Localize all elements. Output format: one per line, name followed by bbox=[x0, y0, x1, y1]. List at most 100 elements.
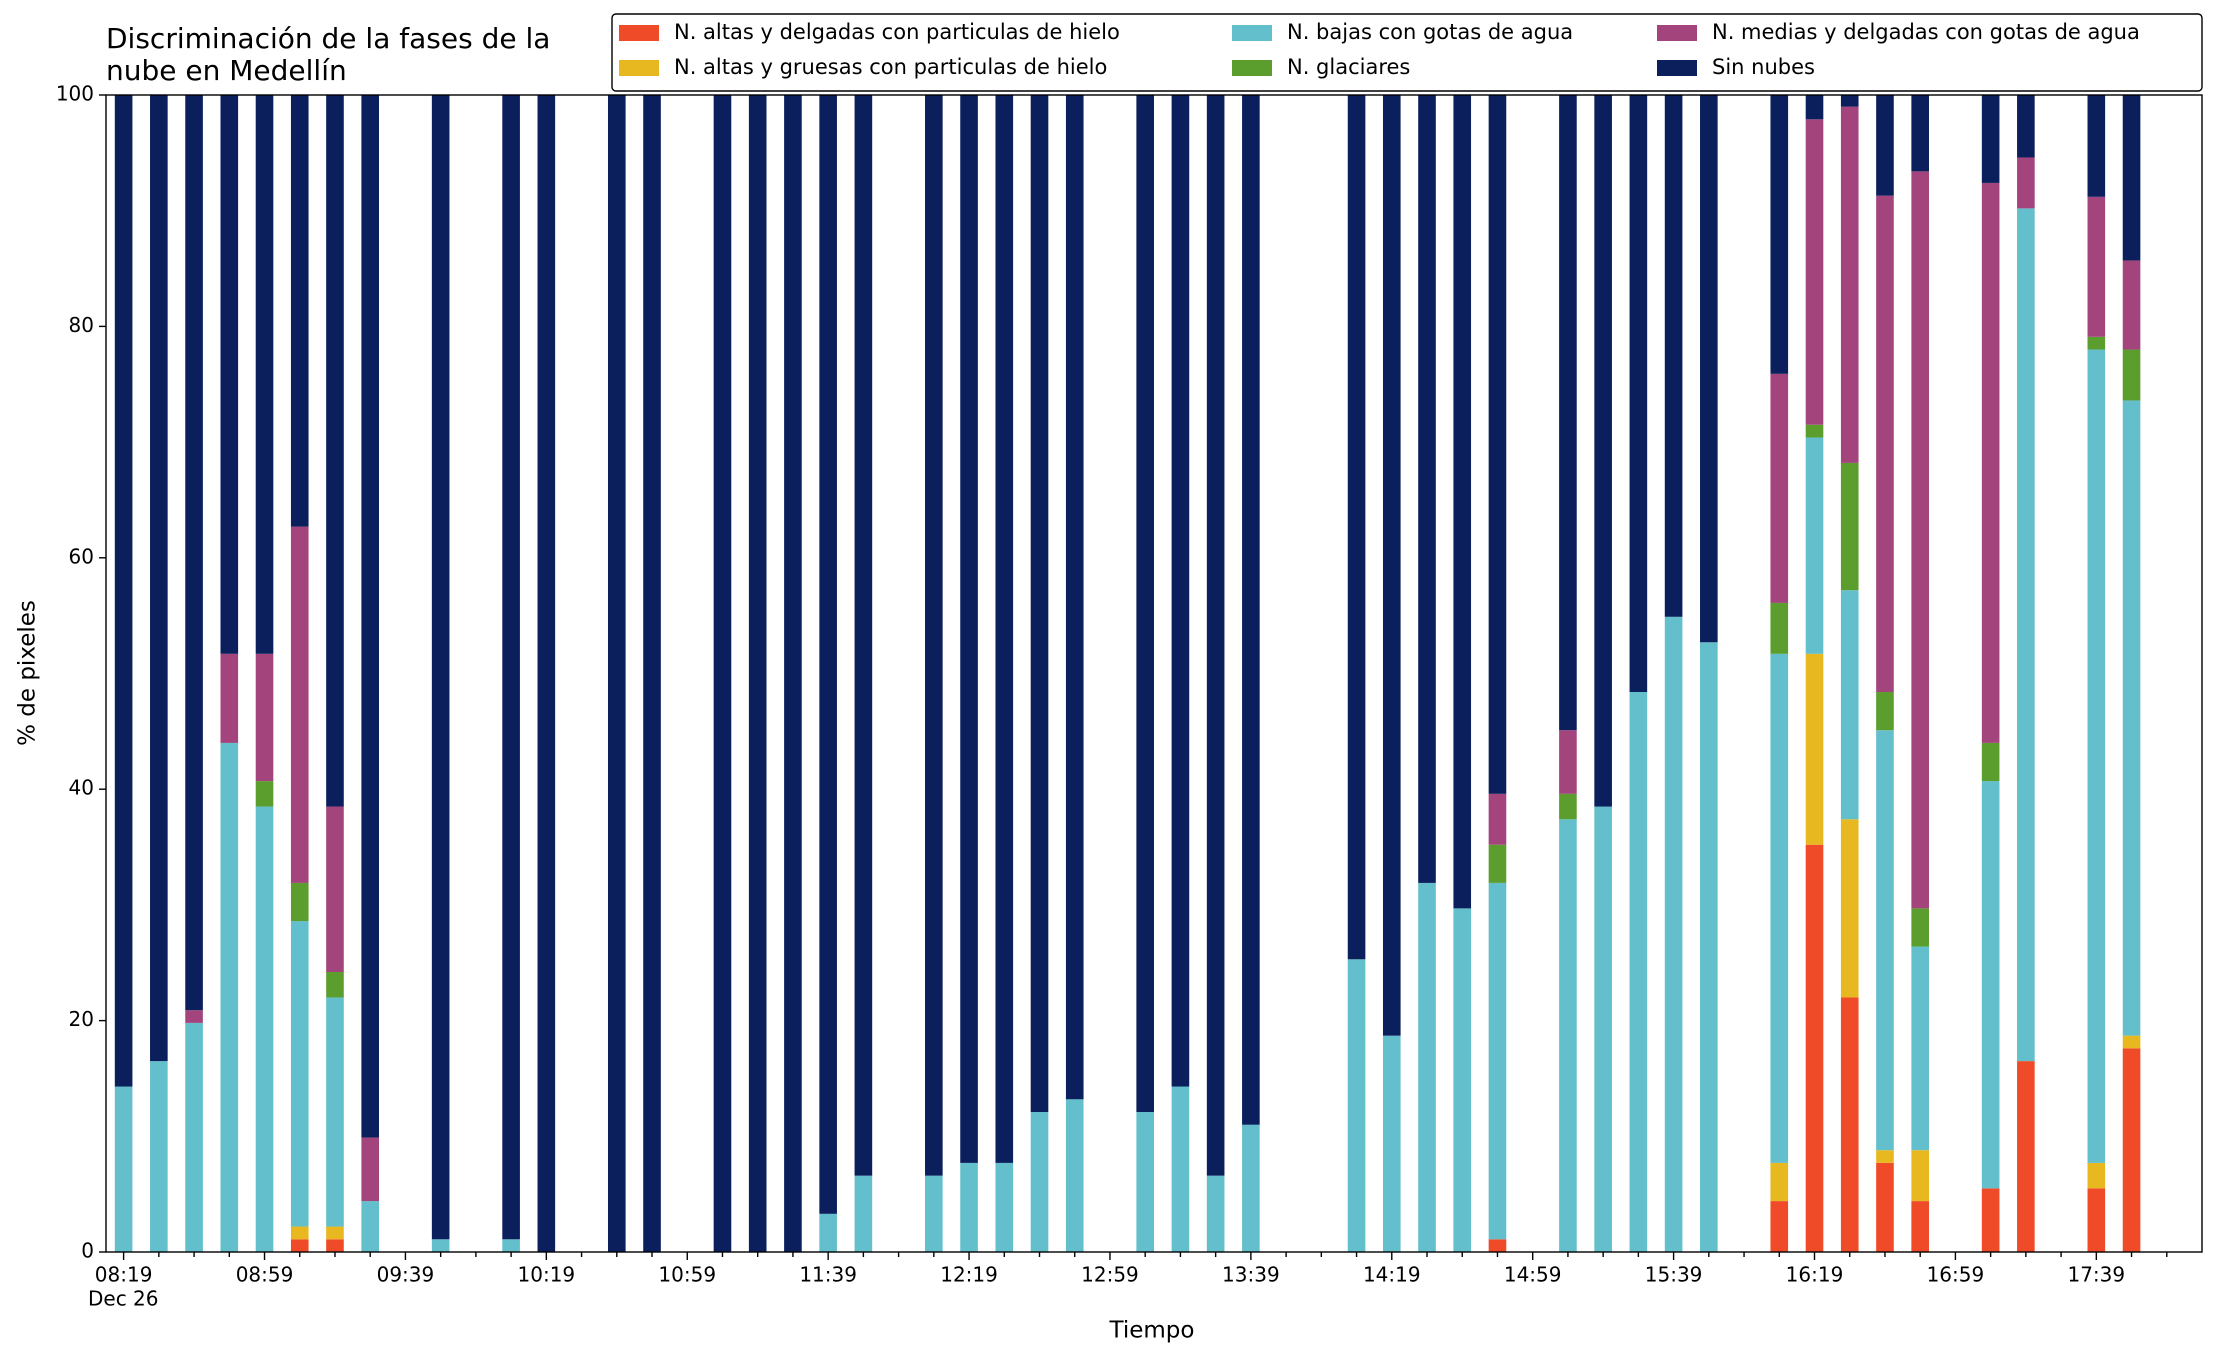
bar-segment bbox=[1700, 642, 1718, 1252]
legend-swatch bbox=[619, 25, 659, 41]
bar-segment bbox=[2087, 196, 2106, 337]
bar-segment bbox=[960, 95, 978, 1163]
bar-segment bbox=[713, 95, 732, 1252]
x-tick-label: 14:19 bbox=[1363, 1263, 1421, 1287]
y-tick-label: 0 bbox=[81, 1239, 94, 1263]
bar-segment bbox=[2017, 1061, 2035, 1252]
bar-segment bbox=[1981, 182, 2000, 743]
bar-segment bbox=[290, 882, 309, 922]
bar-segment bbox=[1981, 95, 2000, 183]
bar-segment bbox=[1840, 590, 1859, 820]
bar-segment bbox=[1770, 95, 1789, 374]
bar-segment bbox=[2017, 95, 2035, 158]
bar-segment bbox=[1030, 1112, 1049, 1252]
legend-label: N. altas y delgadas con particulas de hi… bbox=[674, 20, 1120, 44]
bar-segment bbox=[1805, 119, 1824, 425]
bar-segment bbox=[1770, 1201, 1789, 1252]
bar-segment bbox=[361, 1137, 380, 1202]
bar-segment bbox=[2017, 157, 2035, 209]
bar-segment bbox=[1418, 95, 1436, 883]
legend-label: N. medias y delgadas con gotas de agua bbox=[1712, 20, 2140, 44]
x-tick-label: 14:59 bbox=[1504, 1263, 1562, 1287]
x-axis-label: Tiempo bbox=[1109, 1318, 1195, 1344]
x-tick-label: 12:19 bbox=[940, 1263, 998, 1287]
bar-segment bbox=[326, 972, 344, 998]
bar-segment bbox=[1136, 95, 1154, 1113]
bar-segment bbox=[1805, 844, 1824, 1252]
bar-segment bbox=[1876, 1150, 1894, 1163]
bar-segment bbox=[361, 1201, 380, 1252]
bar-segment bbox=[1770, 602, 1789, 654]
x-tick-label: 17:39 bbox=[2067, 1263, 2125, 1287]
bar-segment bbox=[1171, 95, 1190, 1087]
bar-segment bbox=[150, 1061, 168, 1252]
legend-label: N. glaciares bbox=[1287, 55, 1410, 79]
bar-segment bbox=[819, 95, 837, 1214]
bar-segment bbox=[1488, 793, 1507, 845]
bar-segment bbox=[2122, 1035, 2141, 1049]
bar-segment bbox=[290, 95, 309, 527]
legend-swatch bbox=[1657, 25, 1697, 41]
bar-segment bbox=[185, 1010, 203, 1023]
bar-segment bbox=[1805, 424, 1824, 438]
bar-segment bbox=[1382, 1035, 1401, 1252]
bar-segment bbox=[1876, 692, 1894, 731]
bar-segment bbox=[431, 95, 450, 1240]
x-tick-label: 13:39 bbox=[1222, 1263, 1280, 1287]
bar-segment bbox=[290, 1239, 309, 1252]
bar-segment bbox=[1629, 692, 1648, 1252]
bar-segment bbox=[1488, 882, 1507, 1240]
x-tick-label: 10:59 bbox=[658, 1263, 716, 1287]
bar-segment bbox=[537, 95, 556, 1252]
bar-segment bbox=[2017, 208, 2035, 1062]
bar-segment bbox=[925, 95, 943, 1176]
bar-segment bbox=[1664, 616, 1683, 1252]
bar-segment bbox=[819, 1213, 837, 1252]
chart-title: Discriminación de la fases de la bbox=[106, 22, 550, 55]
bar-segment bbox=[431, 1239, 450, 1252]
bar-segment bbox=[925, 1175, 943, 1252]
bar-segment bbox=[150, 95, 168, 1062]
bar-segment bbox=[1805, 437, 1824, 654]
bar-segment bbox=[1559, 793, 1577, 820]
bar-segment bbox=[185, 1022, 203, 1252]
bar-segment bbox=[326, 997, 344, 1227]
bar-segment bbox=[2087, 336, 2106, 350]
bar-segment bbox=[1981, 742, 2000, 782]
bar-segment bbox=[1876, 195, 1894, 693]
bar-segment bbox=[2087, 1188, 2106, 1252]
bar-segment bbox=[114, 1086, 133, 1252]
bar-segment bbox=[1594, 95, 1612, 807]
plot-frame bbox=[105, 94, 2203, 1253]
y-tick-label: 20 bbox=[69, 1007, 94, 1031]
bar-segment bbox=[1065, 1099, 1084, 1252]
bar-segment bbox=[1453, 95, 1472, 909]
legend-swatch bbox=[1657, 60, 1697, 76]
bar-segment bbox=[1594, 806, 1612, 1252]
bar-segment bbox=[1418, 882, 1436, 1252]
bar-segment bbox=[1242, 95, 1260, 1125]
x-tick-label: 11:39 bbox=[799, 1263, 857, 1287]
bar-segment bbox=[326, 95, 344, 807]
legend-label: N. altas y gruesas con particulas de hie… bbox=[674, 55, 1107, 79]
bar-segment bbox=[995, 1162, 1014, 1252]
legend-swatch bbox=[619, 60, 659, 76]
bar-segment bbox=[2122, 1048, 2141, 1252]
bar-segment bbox=[1065, 95, 1084, 1100]
bar-segment bbox=[643, 95, 661, 1252]
legend-swatch bbox=[1232, 60, 1272, 76]
bar-segment bbox=[2122, 95, 2141, 261]
x-tick-label: 16:59 bbox=[1927, 1263, 1985, 1287]
bar-segment bbox=[1559, 819, 1577, 1252]
bar-segment bbox=[2122, 400, 2141, 1036]
bar-segment bbox=[1981, 1188, 2000, 1252]
bar-segment bbox=[1347, 959, 1366, 1252]
bar-segment bbox=[326, 1226, 344, 1240]
bar-segment bbox=[1206, 95, 1225, 1176]
bar-segment bbox=[255, 95, 274, 654]
x-tick-label: 09:39 bbox=[377, 1263, 435, 1287]
bar-segment bbox=[1664, 95, 1683, 617]
bar-segment bbox=[1030, 95, 1049, 1113]
bar-segment bbox=[1488, 1239, 1507, 1252]
